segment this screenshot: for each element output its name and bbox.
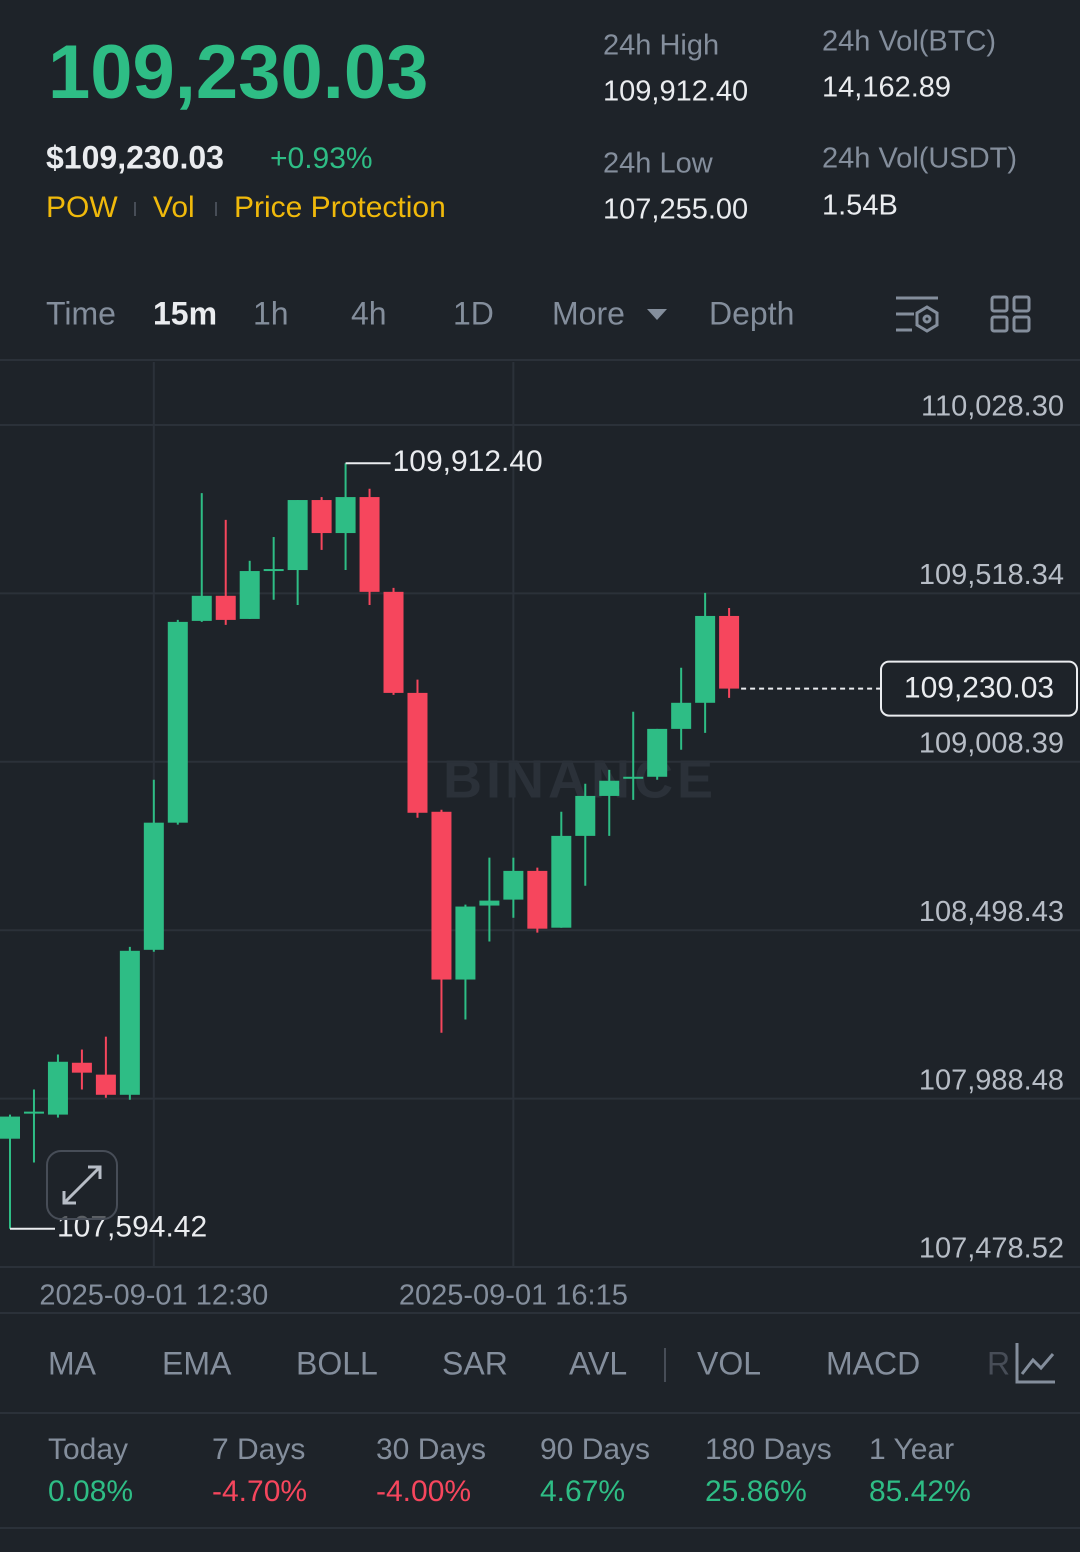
stat-value: 1.54B [822,190,898,222]
y-tick-label: 109,008.39 [919,727,1064,759]
candle-body [95,1074,116,1095]
candle-body [191,595,212,621]
candle-body [167,621,188,823]
candle-body [551,835,572,928]
candle-body [263,569,284,572]
y-tick-label: 107,988.48 [919,1064,1064,1096]
period-change: 0.08% [48,1475,133,1508]
interval-tab[interactable]: 1D [453,295,494,331]
interval-tab[interactable]: 1h [253,295,289,331]
price-change: +0.93% [270,142,373,175]
candle-body [71,1062,92,1073]
indicator-tab[interactable]: AVL [569,1345,627,1381]
candle-body [287,500,308,571]
candle-body [527,870,548,929]
candle-body [575,795,596,836]
period-label: 30 Days [376,1433,486,1466]
stat-label: 24h Vol(USDT) [822,143,1017,175]
indicator-settings-icon[interactable] [1015,1343,1055,1384]
stat-value: 14,162.89 [822,72,951,104]
stat-label: 24h Vol(BTC) [822,26,996,58]
x-tick-label: 2025-09-01 16:15 [399,1280,628,1312]
last-price-box [880,660,1078,717]
indicator-tab[interactable]: MACD [826,1345,920,1381]
period-change: 85.42% [869,1475,971,1508]
period-change: -4.70% [212,1475,307,1508]
interval-tab[interactable]: 15m [153,295,217,331]
candle-body [671,702,692,729]
stat-value: 107,255.00 [603,194,748,226]
candle-body [455,906,476,980]
y-tick-label: 109,518.34 [919,559,1064,591]
candle-body [623,776,644,779]
candle-body [143,822,164,950]
last-price-label: 109,230.03 [904,672,1054,705]
expand-button[interactable] [46,1150,118,1220]
tag[interactable]: POW [46,191,118,224]
candle-body [647,728,668,777]
candle-body [503,870,524,900]
interval-tab[interactable]: More [552,295,625,331]
indicator-tab[interactable]: EMA [162,1345,232,1381]
candle-body [719,615,740,689]
indicator-tab[interactable]: BOLL [296,1345,378,1381]
candle-body [359,497,380,592]
annotation-label: 109,912.40 [393,445,543,478]
period-label: 7 Days [212,1433,305,1466]
period-change: 25.86% [705,1475,807,1508]
stat-value: 109,912.40 [603,76,748,108]
candle-body [599,780,620,796]
candle-body [695,615,716,703]
period-label: 1 Year [869,1433,954,1466]
candle-body [407,692,428,813]
candle-body [431,811,452,980]
interval-tab[interactable]: Time [46,295,116,331]
candle-body [311,500,332,534]
indicator-tab[interactable]: VOL [697,1345,761,1381]
candle-body [0,1116,20,1139]
price-usd: $109,230.03 [46,139,224,175]
chart-settings-icon[interactable] [896,296,939,333]
candle-body [23,1111,44,1114]
indicator-tab[interactable]: MA [48,1345,97,1381]
indicator-tab[interactable]: SAR [442,1345,508,1381]
candle-body [119,950,140,1095]
price: 109,230.03 [48,30,428,115]
y-tick-label: 107,478.52 [919,1233,1064,1265]
x-tick-label: 2025-09-01 12:30 [39,1280,268,1312]
period-label: 180 Days [705,1433,832,1466]
tag[interactable]: Price Protection [234,191,446,224]
period-label: 90 Days [540,1433,650,1466]
candle-body [239,571,260,619]
tag[interactable]: Vol [153,191,195,224]
dropdown-arrow [647,309,667,320]
candle-body [383,591,404,693]
stat-label: 24h High [603,30,719,62]
layout-icon[interactable] [990,295,1031,333]
period-label: Today [48,1433,128,1466]
stat-label: 24h Low [603,148,714,180]
y-tick-label: 108,498.43 [919,896,1064,928]
interval-tab[interactable]: Depth [709,295,794,331]
candle-body [215,595,236,620]
candle-body [335,497,356,534]
period-change: 4.67% [540,1475,625,1508]
interval-tab[interactable]: 4h [351,295,387,331]
candle-body [47,1061,68,1115]
period-change: -4.00% [376,1475,471,1508]
y-tick-label: 110,028.30 [921,391,1064,423]
candle-body [479,900,500,906]
indicator-tab[interactable]: R [987,1345,1010,1381]
